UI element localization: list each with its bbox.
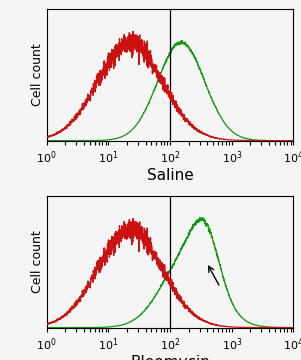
X-axis label: Saline: Saline — [147, 168, 194, 183]
Y-axis label: Cell count: Cell count — [31, 230, 44, 293]
Y-axis label: Cell count: Cell count — [31, 44, 44, 106]
X-axis label: Bleomycin: Bleomycin — [130, 355, 210, 360]
